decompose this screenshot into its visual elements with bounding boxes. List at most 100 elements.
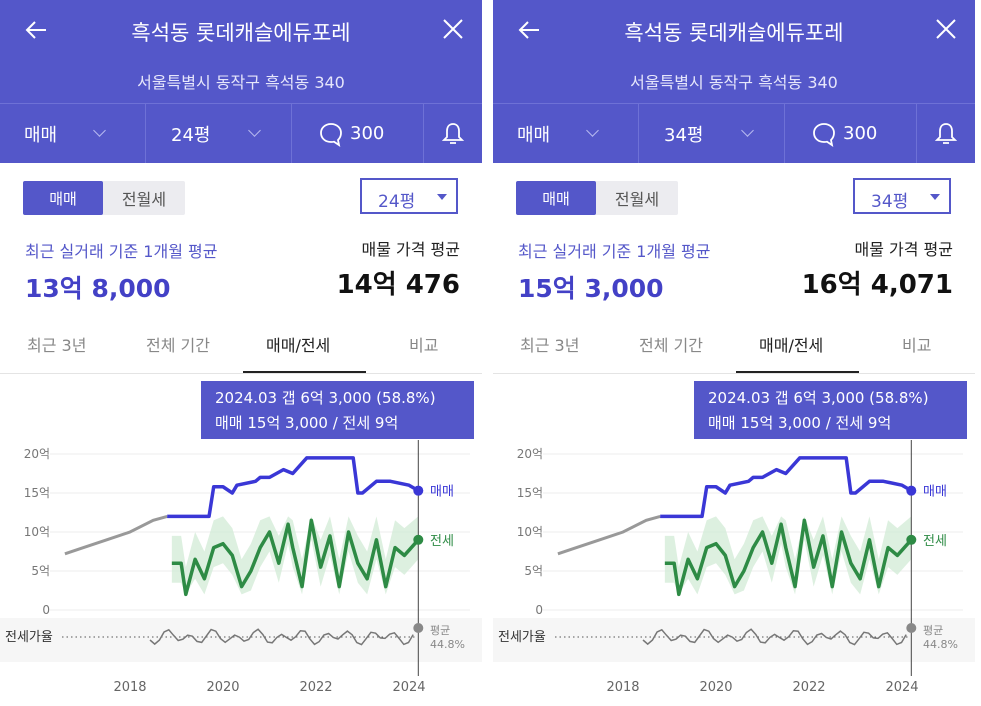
tab-sale-jeonse[interactable]: 매매/전세: [266, 336, 331, 355]
ratio-band: [0, 618, 482, 662]
comment-count: 300: [843, 123, 878, 144]
tooltip-price-line: 매매 15억 3,000 / 전세 9억: [215, 414, 399, 432]
x-tick-label: 2024: [392, 680, 425, 695]
notification-button[interactable]: [441, 104, 471, 163]
active-tab-indicator: [736, 371, 859, 373]
sale-history-line: [557, 514, 661, 556]
filter-bar: 매매 34평 300: [493, 104, 975, 163]
chevron-down-icon: [586, 124, 599, 137]
x-tick-label: 2022: [792, 680, 825, 695]
size-select[interactable]: 34평: [853, 178, 951, 214]
y-tick-label: 20억: [517, 447, 543, 461]
rent-toggle[interactable]: 전월세: [614, 190, 660, 209]
listing-average-value: 14억 476: [336, 270, 460, 300]
app-header: 흑석동 롯데캐슬에듀포레 서울특별시 동작구 흑석동 340 매매 24평 30…: [0, 0, 482, 163]
x-tick-label: 2018: [606, 680, 639, 695]
y-tick-label: 0: [535, 603, 543, 617]
tab-compare[interactable]: 비교: [409, 336, 439, 355]
y-tick-label: 0: [42, 603, 50, 617]
tab-separator: [638, 104, 639, 163]
filter-bar: 매매 24평 300: [0, 104, 482, 163]
tab-all-period[interactable]: 전체 기간: [639, 336, 703, 355]
sale-price-line: [660, 456, 913, 519]
sale-price-line: [167, 456, 420, 519]
size-label: 24평: [171, 124, 211, 146]
y-tick-label: 10억: [517, 525, 543, 539]
tab-recent-3y[interactable]: 최근 3년: [27, 336, 87, 355]
ratio-band: [493, 618, 975, 662]
sale-toggle[interactable]: 매매: [23, 181, 103, 215]
tab-sale-jeonse[interactable]: 매매/전세: [759, 336, 824, 355]
trade-type-dropdown[interactable]: 매매: [517, 104, 627, 163]
page-title: 흑석동 롯데캐슬에듀포레: [624, 21, 844, 45]
tab-separator: [291, 104, 292, 163]
address-text: 서울특별시 동작구 흑석동 340: [630, 73, 838, 92]
legend-average: 평균: [923, 624, 943, 637]
address-text: 서울특별시 동작구 흑석동 340: [137, 73, 345, 92]
jeonse-marker: [413, 534, 424, 545]
trade-type-dropdown[interactable]: 매매: [24, 104, 134, 163]
deal-type-toggle: 매매 전월세: [516, 181, 678, 215]
size-dropdown[interactable]: 34평: [664, 104, 774, 163]
ratio-axis-label: 전세가율: [5, 630, 53, 645]
rent-toggle[interactable]: 전월세: [121, 190, 167, 209]
panel-34pyeong: 흑석동 롯데캐슬에듀포레 서울특별시 동작구 흑석동 340 매매 34평 30…: [493, 0, 975, 706]
ratio-marker: [413, 623, 424, 633]
legend-sale: 매매: [923, 485, 947, 500]
x-tick-label: 2022: [299, 680, 332, 695]
speech-bubble-icon: [320, 122, 342, 147]
x-tick-label: 2020: [206, 680, 239, 695]
chart-tooltip: 2024.03 갭 6억 3,000 (58.8%) 매매 15억 3,000 …: [694, 381, 967, 439]
tab-recent-3y[interactable]: 최근 3년: [520, 336, 580, 355]
y-tick-label: 15억: [24, 486, 50, 500]
tab-compare[interactable]: 비교: [902, 336, 932, 355]
close-icon[interactable]: [440, 16, 466, 42]
close-icon[interactable]: [933, 16, 959, 42]
recent-average-value: 15억 3,000: [518, 274, 664, 303]
size-dropdown[interactable]: 24평: [171, 104, 281, 163]
panel-24pyeong: 흑석동 롯데캐슬에듀포레 서울특별시 동작구 흑석동 340 매매 24평 30…: [0, 0, 482, 706]
legend-average: 평균: [430, 624, 450, 637]
back-arrow-icon[interactable]: [22, 16, 50, 44]
tab-divider: [0, 373, 482, 374]
y-tick-label: 5억: [524, 564, 543, 578]
tab-separator: [784, 104, 785, 163]
comment-count: 300: [350, 123, 385, 144]
page-title: 흑석동 롯데캐슬에듀포레: [131, 21, 351, 45]
size-select-value: 34평: [871, 192, 909, 212]
y-tick-label: 20억: [24, 447, 50, 461]
legend-jeonse: 전세: [923, 534, 947, 549]
legend-jeonse: 전세: [430, 534, 454, 549]
chevron-down-icon: [248, 124, 262, 137]
ratio-axis-label: 전세가율: [498, 630, 546, 645]
x-tick-label: 2024: [885, 680, 918, 695]
listing-average-label: 매물 가격 평균: [361, 240, 461, 259]
chevron-down-icon: [93, 124, 106, 137]
sale-toggle[interactable]: 매매: [516, 181, 596, 215]
app-header: 흑석동 롯데캐슬에듀포레 서울특별시 동작구 흑석동 340 매매 34평 30…: [493, 0, 975, 163]
ratio-marker: [906, 623, 917, 633]
notification-button[interactable]: [934, 104, 964, 163]
price-chart[interactable]: 20억 15억 10억 5억 0 2018 2020 2022 2024 전세가율 매매전세평균44…: [0, 440, 482, 706]
y-tick-label: 10억: [24, 525, 50, 539]
ratio-line: [642, 628, 907, 646]
tab-all-period[interactable]: 전체 기간: [146, 336, 210, 355]
listing-average-label: 매물 가격 평균: [854, 240, 954, 259]
sale-history-line: [64, 514, 168, 556]
ratio-line: [149, 628, 414, 646]
price-chart[interactable]: 20억 15억 10억 5억 0 2018 2020 2022 2024 전세가율 매매전세평균44…: [493, 440, 975, 706]
active-tab-indicator: [243, 371, 366, 373]
tab-separator: [423, 104, 424, 163]
comments-button[interactable]: 300: [318, 104, 418, 163]
deal-type-toggle: 매매 전월세: [23, 181, 185, 215]
comments-button[interactable]: 300: [811, 104, 911, 163]
size-select[interactable]: 24평: [360, 178, 458, 214]
y-tick-label: 5억: [31, 564, 50, 578]
recent-average-value: 13억 8,000: [25, 274, 171, 303]
back-arrow-icon[interactable]: [515, 16, 543, 44]
chevron-down-icon: [741, 124, 755, 137]
chart-tooltip: 2024.03 갭 6억 3,000 (58.8%) 매매 15억 3,000 …: [201, 381, 474, 439]
average-ratio-value: 44.8%: [430, 638, 465, 651]
jeonse-price-line: [171, 518, 420, 597]
tooltip-gap-line: 2024.03 갭 6억 3,000 (58.8%): [215, 389, 436, 407]
